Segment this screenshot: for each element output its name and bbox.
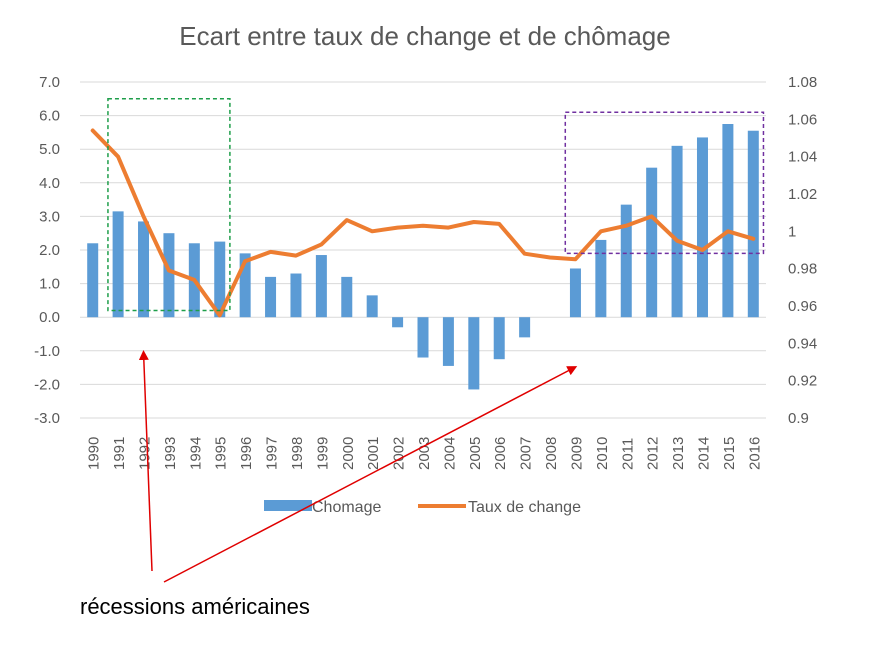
bar-chomage-1999: [315, 255, 327, 318]
x-tick-label: 2013: [670, 437, 687, 470]
left-tick-label: -1.0: [34, 343, 60, 360]
left-tick-label: 5.0: [39, 141, 60, 158]
left-axis-ticks: 7.0 6.0 5.0 4.0 3.0 2.0 1.0 0.0 -1.0 -2.0 -3.0: [34, 74, 60, 427]
bar-chomage-1990: [87, 243, 99, 318]
x-tick-label: 1992: [137, 437, 154, 470]
legend-swatch-chomage: [264, 500, 312, 511]
bar-chomage-2007: [519, 317, 531, 338]
right-tick-label: 1.02: [788, 186, 817, 203]
x-tick-label: 2006: [492, 437, 509, 470]
x-tick-label: 2000: [340, 437, 357, 470]
x-tick-label: 2015: [721, 437, 738, 470]
left-tick-label: 7.0: [39, 74, 60, 91]
x-tick-label: 2004: [441, 437, 458, 470]
recession-caption: récessions américaines: [80, 594, 310, 619]
bar-chomage-2016: [747, 130, 759, 318]
bar-chomage-2009: [569, 268, 581, 318]
bar-chomage-2002: [392, 317, 404, 328]
recession-boxes: [107, 98, 765, 312]
bar-chomage-2013: [671, 145, 683, 318]
x-tick-label: 2016: [746, 437, 763, 470]
bar-chomage-2015: [722, 124, 734, 318]
x-tick-label: 1996: [238, 437, 255, 470]
arrow-to-2009: [163, 366, 578, 583]
x-tick-label: 1998: [289, 437, 306, 470]
x-tick-label: 2010: [594, 437, 611, 470]
x-tick-label: 2005: [467, 437, 484, 470]
x-tick-label: 2012: [645, 437, 662, 470]
chart-title: Ecart entre taux de change et de chômage: [179, 21, 670, 51]
bar-chomage-2006: [493, 317, 505, 360]
bar-chomage-1992: [138, 221, 150, 318]
x-tick-label: 1999: [314, 437, 331, 470]
x-tick-label: 2014: [695, 437, 712, 470]
left-tick-label: 2.0: [39, 242, 60, 259]
right-tick-label: 1.04: [788, 149, 817, 166]
bar-chomage-2010: [595, 239, 607, 318]
x-tick-label: 2009: [568, 437, 585, 470]
legend-label-chomage: Chomage: [312, 499, 381, 516]
legend: Chomage Taux de change: [264, 499, 581, 516]
right-tick-label: 0.94: [788, 335, 817, 352]
right-tick-label: 0.98: [788, 261, 817, 278]
taux-de-change-line: [90, 128, 756, 318]
bar-chomage-1997: [265, 276, 277, 318]
bar-chomage-2003: [417, 317, 429, 358]
x-tick-label: 1990: [86, 437, 103, 470]
gridlines: [80, 81, 766, 419]
right-tick-label: 1.08: [788, 74, 817, 91]
legend-label-taux-de-change: Taux de change: [468, 499, 581, 516]
left-tick-label: 3.0: [39, 208, 60, 225]
bar-chomage-1996: [239, 253, 251, 318]
bar-chomage-1993: [163, 233, 175, 318]
recession-box-2: [564, 111, 765, 255]
bar-chomage-2012: [646, 167, 658, 318]
right-axis-ticks: 1.08 1.06 1.04 1.02 1 0.98 0.96 0.94 0.92 0.9: [788, 74, 817, 427]
arrow-to-1992: [138, 350, 153, 572]
left-tick-label: 6.0: [39, 108, 60, 125]
bar-chomage-1998: [290, 273, 302, 318]
x-tick-label: 1995: [213, 437, 230, 470]
left-tick-label: 0.0: [39, 309, 60, 326]
bar-chomage-2011: [620, 204, 632, 318]
x-tick-label: 2001: [365, 437, 382, 470]
bar-chomage-2001: [366, 295, 378, 318]
x-tick-label: 1991: [111, 437, 128, 470]
recession-arrows: [138, 350, 578, 583]
x-tick-label: 2007: [518, 437, 535, 470]
right-tick-label: 1: [788, 223, 796, 240]
right-tick-label: 0.9: [788, 410, 809, 427]
bar-chomage-2014: [696, 137, 708, 318]
x-axis-ticks: 1990 1991 1992 1993 1994 1995 1996 1997 1998 1999…: [86, 437, 764, 470]
x-tick-label: 1997: [264, 437, 281, 470]
left-tick-label: 1.0: [39, 276, 60, 293]
right-tick-label: 0.96: [788, 298, 817, 315]
recession-box-1: [107, 98, 231, 312]
right-tick-label: 1.06: [788, 111, 817, 128]
chomage-bars: [87, 124, 759, 390]
x-tick-label: 2002: [391, 437, 408, 470]
bar-chomage-1991: [112, 211, 124, 318]
x-tick-label: 2003: [416, 437, 433, 470]
bar-chomage-2000: [341, 276, 353, 318]
x-tick-label: 1994: [187, 437, 204, 470]
left-tick-label: -2.0: [34, 376, 60, 393]
left-tick-label: -3.0: [34, 410, 60, 427]
x-tick-label: 1993: [162, 437, 179, 470]
x-tick-label: 2008: [543, 437, 560, 470]
bar-chomage-2005: [468, 317, 480, 390]
bar-chomage-1995: [214, 241, 226, 318]
line-taux-de-change: [90, 128, 756, 318]
x-tick-label: 2011: [619, 438, 636, 470]
right-tick-label: 0.92: [788, 373, 817, 390]
bar-chomage-2004: [442, 317, 454, 366]
left-tick-label: 4.0: [39, 175, 60, 192]
